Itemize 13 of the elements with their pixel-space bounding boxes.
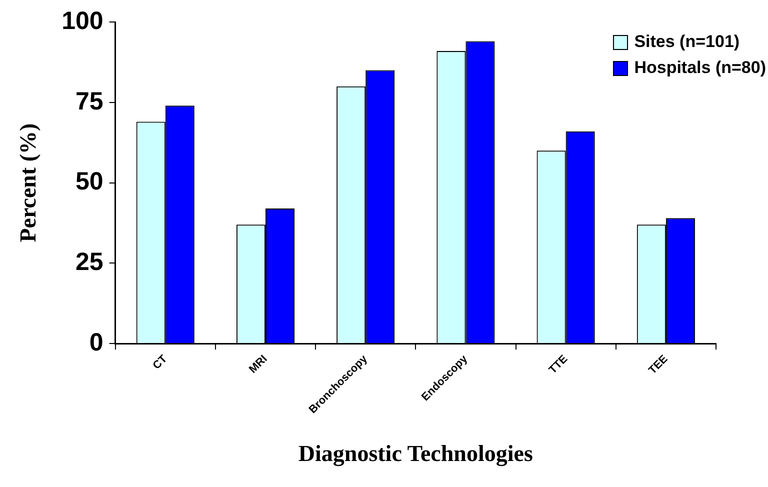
x-tick-label: TEE (646, 353, 670, 377)
y-axis-title: Percent (%) (16, 123, 41, 242)
y-tick-label: 100 (62, 6, 104, 35)
x-axis-title: Diagnostic Technologies (298, 441, 533, 468)
legend-label: Hospitals (n=80) (634, 58, 766, 78)
x-tick-label: CT (150, 352, 170, 372)
legend-label: Sites (n=101) (634, 32, 740, 52)
y-tick-label: 25 (76, 248, 104, 276)
x-tick-label: MRI (247, 353, 270, 376)
y-tick-label: 75 (76, 87, 104, 116)
y-tick-label: 0 (89, 328, 104, 356)
x-tick-label: TTE (546, 353, 570, 376)
y-tick-label: 50 (76, 168, 104, 196)
